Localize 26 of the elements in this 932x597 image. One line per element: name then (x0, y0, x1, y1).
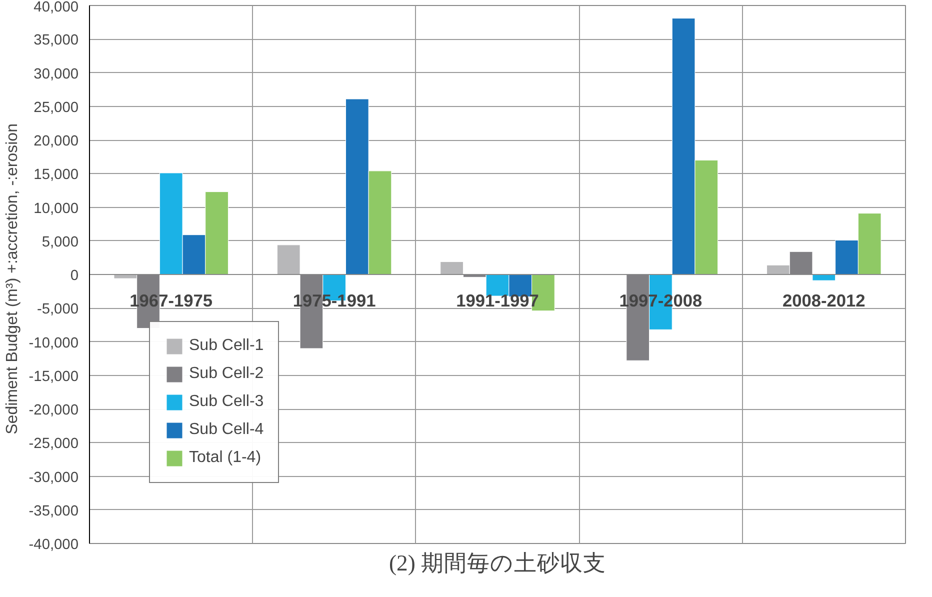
legend-label: Total (1-4) (189, 449, 262, 467)
legend-label: Sub Cell-1 (189, 337, 264, 355)
text: (2) 期間毎の土砂収支 (388, 550, 606, 576)
y-tick-label: 0 (70, 268, 79, 284)
y-tick-label: 5,000 (42, 234, 79, 250)
x-tick-label: 2008-2012 (782, 290, 866, 310)
y-tick-label: -35,000 (28, 503, 79, 520)
x-tick-label: 1997-2008 (619, 290, 702, 310)
y-tick-label: -40,000 (28, 537, 79, 553)
y-tick-label: 40,000 (34, 0, 78, 16)
y-tick-label: -5,000 (36, 302, 79, 318)
legend-label: Sub Cell-4 (189, 421, 264, 439)
y-tick-label: -15,000 (28, 368, 79, 385)
y-tick-label: -25,000 (28, 436, 79, 452)
y-tick-label: 25,000 (34, 100, 78, 116)
y-tick-label: -20,000 (28, 402, 79, 418)
y-tick-label: 30,000 (34, 66, 78, 82)
y-tick-label: -30,000 (28, 470, 79, 486)
legend-label: Sub Cell-3 (189, 393, 264, 411)
y-tick-label: 10,000 (34, 200, 78, 217)
legend-label: Sub Cell-2 (189, 365, 264, 383)
y-tick-label: 20,000 (34, 134, 78, 150)
y-tick-label: -10,000 (28, 335, 79, 352)
y-tick-label: 15,000 (34, 167, 78, 184)
y-axis-title: Sediment Budget (m³) +:accretion, -:erosion (4, 124, 21, 434)
y-tick-label: 35,000 (34, 32, 78, 49)
